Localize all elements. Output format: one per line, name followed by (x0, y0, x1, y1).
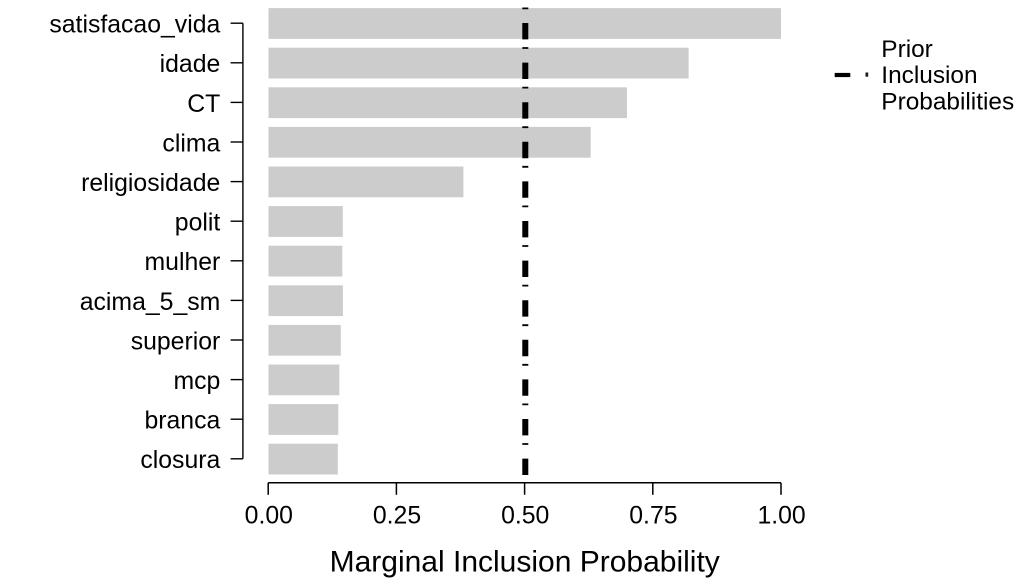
svg-text:Probabilities: Probabilities (881, 88, 1014, 115)
svg-text:clima: clima (162, 130, 220, 157)
svg-text:mulher: mulher (145, 249, 221, 276)
svg-text:branca: branca (144, 408, 220, 435)
svg-text:superior: superior (131, 328, 221, 355)
svg-text:polit: polit (175, 210, 221, 237)
svg-text:religiosidade: religiosidade (81, 170, 220, 197)
svg-text:0.75: 0.75 (629, 503, 677, 530)
svg-text:0.00: 0.00 (245, 503, 293, 530)
svg-text:CT: CT (187, 91, 220, 118)
svg-text:0.50: 0.50 (501, 503, 549, 530)
svg-text:mcp: mcp (173, 368, 220, 395)
svg-text:satisfacao_vida: satisfacao_vida (49, 12, 220, 39)
svg-text:acima_5_sm: acima_5_sm (80, 289, 221, 316)
svg-text:Inclusion: Inclusion (881, 62, 977, 89)
svg-text:Marginal Inclusion Probability: Marginal Inclusion Probability (330, 545, 720, 578)
svg-text:Prior: Prior (881, 36, 933, 63)
svg-text:0.25: 0.25 (373, 503, 421, 530)
svg-text:closura: closura (140, 447, 220, 474)
svg-text:idade: idade (160, 51, 221, 78)
svg-text:1.00: 1.00 (757, 503, 805, 530)
